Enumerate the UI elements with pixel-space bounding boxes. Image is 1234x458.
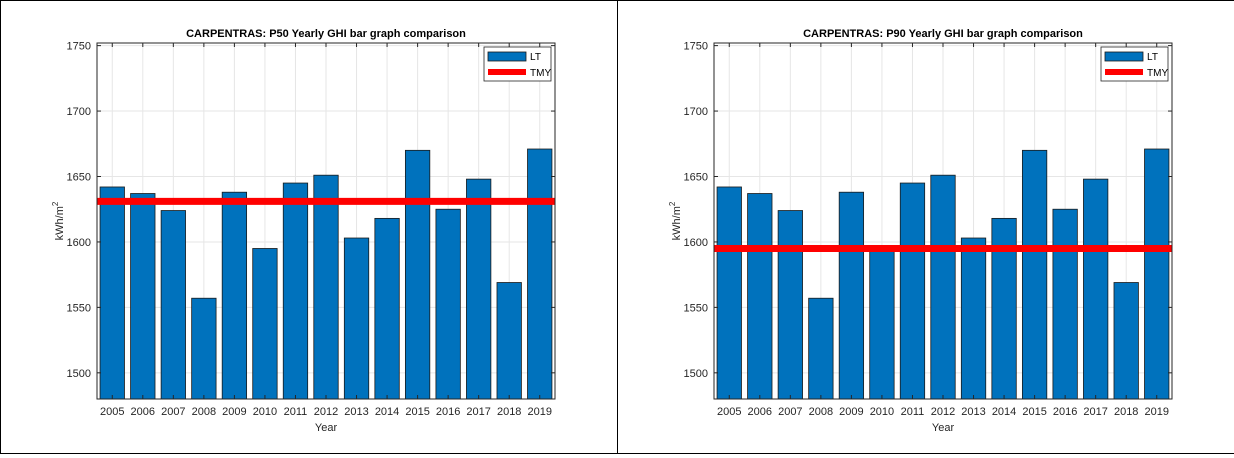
bar-2017: [466, 178, 492, 400]
legend-swatch-lt: [487, 51, 527, 62]
x-tick-label: 2016: [436, 406, 460, 418]
y-tick-label: 1500: [684, 368, 708, 380]
y-tick-label: 1600: [684, 237, 708, 249]
y-tick-label: 1750: [67, 41, 91, 53]
bar-2019: [1144, 148, 1170, 400]
y-tick-label: 1550: [684, 302, 708, 314]
bar-2007: [160, 210, 186, 400]
x-axis-label: Year: [932, 422, 955, 434]
y-tick-label: 1550: [67, 302, 91, 314]
legend-label-lt: LT: [530, 52, 541, 63]
x-tick-label: 2017: [466, 406, 490, 418]
legend-label-lt: LT: [1147, 52, 1158, 63]
bar-2009: [838, 191, 865, 400]
x-tick-label: 2006: [748, 406, 772, 418]
y-axis-label: kWh/m2: [51, 201, 66, 240]
y-tick-label: 1700: [684, 106, 708, 118]
x-tick-label: 2005: [717, 406, 741, 418]
chart-panel-p90: 1500 1550 1600 1650 1700 1750 2005 2006 2007 2008…: [618, 1, 1234, 453]
x-tick-label: 2013: [344, 406, 368, 418]
bar-2012: [313, 174, 339, 400]
bar-2017: [1083, 178, 1109, 400]
x-tick-label: 2014: [375, 406, 399, 418]
legend-swatch-lt: [1104, 51, 1144, 62]
x-tick-label: 2016: [1053, 406, 1077, 418]
x-tick-label: 2015: [405, 406, 429, 418]
x-tick-label: 2009: [222, 406, 246, 418]
x-tick-label: 2015: [1022, 406, 1046, 418]
chart-title: CARPENTRAS: P90 Yearly GHI bar graph com…: [803, 28, 1083, 40]
bar-2015: [404, 149, 431, 400]
legend-label-tmy: TMY: [1147, 68, 1168, 79]
bar-2010: [252, 248, 278, 400]
bar-2015: [1021, 149, 1048, 400]
x-tick-label: 2005: [100, 406, 124, 418]
y-tick-label: 1700: [67, 106, 91, 118]
bar-2019: [527, 148, 553, 400]
x-tick-label: 2012: [314, 406, 338, 418]
bar-2009: [221, 191, 248, 400]
chart-p90: 1500 1550 1600 1650 1700 1750 2005 2006 2007 2008…: [668, 28, 1173, 434]
chart-title: CARPENTRAS: P50 Yearly GHI bar graph com…: [186, 28, 466, 40]
bar-2010: [869, 248, 895, 400]
x-tick-label: 2018: [1114, 406, 1138, 418]
x-tick-label: 2012: [931, 406, 955, 418]
bar-2005: [716, 186, 742, 400]
y-tick-label: 1750: [684, 41, 708, 53]
bar-2005: [99, 186, 125, 400]
bar-2013: [960, 237, 987, 400]
x-axis-label: Year: [315, 422, 338, 434]
bar-2014: [374, 217, 400, 400]
x-tick-label: 2011: [284, 406, 308, 418]
bar-2012: [930, 174, 956, 400]
x-tick-label: 2013: [961, 406, 985, 418]
bar-2013: [343, 237, 370, 400]
bar-2007: [777, 210, 803, 400]
x-tick-label: 2018: [497, 406, 521, 418]
bar-2006: [747, 193, 773, 400]
x-tick-label: 2010: [870, 406, 894, 418]
bar-2018: [1113, 282, 1139, 400]
chart-p50: 1500 1550 1600 1650 1700 1750 2005 2006 2007 2008…: [51, 28, 556, 434]
x-tick-label: 2017: [1083, 406, 1107, 418]
y-tick-label: 1650: [684, 172, 708, 184]
x-tick-label: 2007: [161, 406, 185, 418]
bar-2006: [130, 193, 156, 400]
x-tick-label: 2008: [809, 406, 833, 418]
y-tick-label: 1600: [67, 237, 91, 249]
x-tick-label: 2011: [901, 406, 925, 418]
bar-2018: [496, 282, 522, 400]
x-tick-label: 2019: [527, 406, 551, 418]
x-tick-label: 2009: [839, 406, 863, 418]
legend-label-tmy: TMY: [530, 68, 551, 79]
y-tick-label: 1500: [67, 368, 91, 380]
x-tick-label: 2019: [1144, 406, 1168, 418]
x-tick-label: 2006: [131, 406, 155, 418]
x-tick-label: 2014: [992, 406, 1016, 418]
y-tick-label: 1650: [67, 172, 91, 184]
x-tick-label: 2007: [778, 406, 802, 418]
panel-divider: [617, 1, 618, 453]
bar-2011: [899, 182, 926, 400]
chart-panel-p50: 1500 1550 1600 1650 1700 1750 2005 2006 2007 2008…: [1, 1, 617, 453]
x-tick-label: 2010: [253, 406, 277, 418]
bar-2011: [282, 182, 309, 400]
bar-2008: [808, 297, 834, 400]
x-tick-label: 2008: [192, 406, 216, 418]
bar-2008: [191, 297, 217, 400]
bar-2016: [1052, 208, 1078, 400]
bar-2016: [435, 208, 461, 400]
y-axis-label: kWh/m2: [668, 201, 683, 240]
